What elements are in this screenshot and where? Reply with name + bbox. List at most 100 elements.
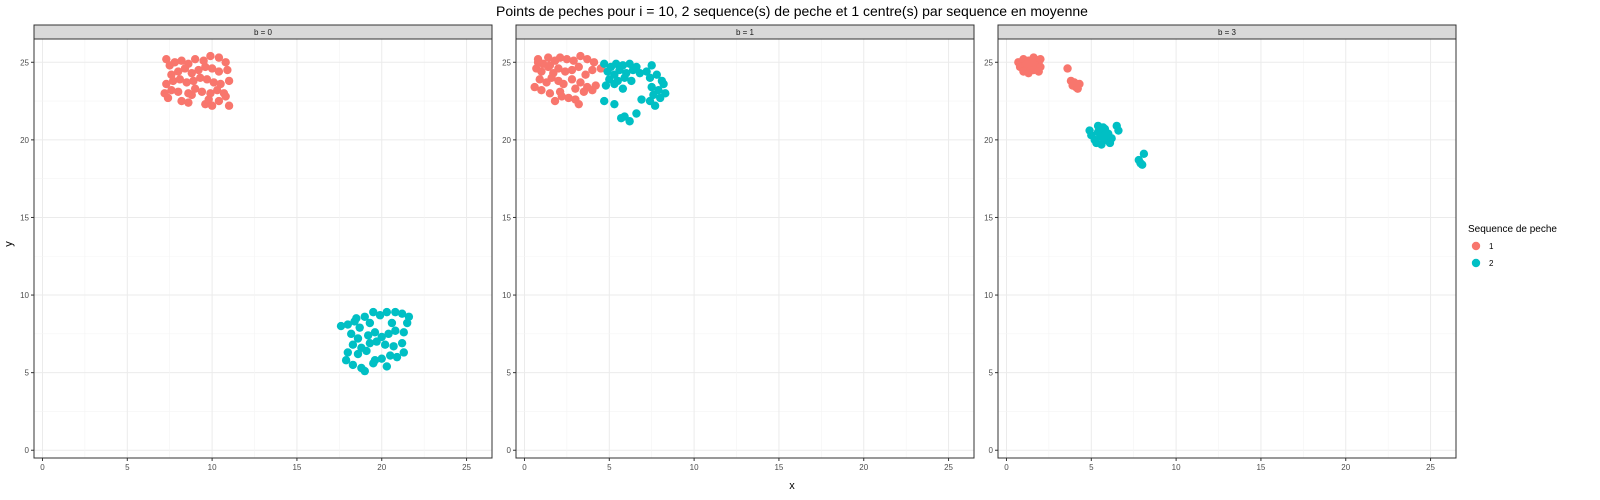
y-tick-label: 5: [25, 369, 30, 378]
point-series-1: [1070, 78, 1079, 87]
legend-key-1: [1471, 241, 1481, 251]
point-series-2: [600, 96, 609, 106]
point-series-2: [347, 329, 356, 339]
legend-title: Sequence de peche: [1468, 224, 1557, 235]
panel-border: [515, 38, 975, 459]
point-series-1: [214, 96, 224, 106]
point-series-1: [537, 67, 546, 76]
point-series-2: [1114, 126, 1123, 135]
point-series-2: [652, 70, 661, 79]
y-tick-label: 15: [20, 213, 29, 222]
panel-background: [34, 39, 492, 458]
point-series-2: [603, 67, 612, 76]
point-series-2: [628, 65, 638, 75]
point-series-2: [397, 338, 407, 348]
point-series-1: [177, 56, 186, 65]
y-tick-label: 25: [20, 58, 29, 67]
point-series-1: [170, 58, 179, 67]
y-tick-label: 5: [507, 369, 512, 378]
point-series-2: [384, 329, 393, 339]
point-series-1: [1034, 67, 1043, 76]
point-series-1: [175, 75, 185, 84]
facet-strip-label: b = 3: [1218, 28, 1237, 37]
point-series-1: [588, 86, 597, 95]
point-series-1: [223, 65, 232, 75]
point-series-1: [214, 53, 224, 62]
point-series-1: [583, 54, 592, 64]
legend-label-2: 2: [1489, 259, 1494, 268]
point-series-1: [168, 76, 178, 86]
point-series-1: [187, 90, 196, 100]
point-series-2: [610, 79, 619, 89]
x-tick-label: 0: [522, 463, 527, 472]
point-series-2: [353, 334, 363, 343]
point-series-2: [647, 82, 656, 92]
y-tick-label: 0: [507, 446, 512, 455]
point-series-2: [600, 59, 609, 69]
point-series-2: [399, 348, 408, 357]
point-series-2: [365, 318, 375, 328]
point-series-2: [362, 346, 371, 356]
point-series-2: [389, 342, 398, 351]
point-series-1: [547, 73, 556, 82]
gridlines: [516, 39, 974, 458]
point-series-1: [1073, 84, 1082, 93]
facet-strip-label: b = 1: [736, 28, 755, 37]
point-series-2: [392, 352, 402, 362]
point-series-2: [341, 356, 351, 365]
point-series-2: [1139, 149, 1149, 159]
panel-border: [33, 38, 493, 459]
point-series-2: [645, 96, 655, 106]
point-series-2: [632, 109, 641, 118]
point-series-2: [386, 351, 395, 360]
point-series-2: [627, 76, 636, 86]
point-series-1: [562, 54, 572, 64]
y-tick-label: 20: [502, 136, 511, 145]
point-series-1: [207, 64, 217, 73]
panel-border: [997, 38, 1457, 459]
point-series-2: [601, 81, 611, 90]
point-series-1: [224, 76, 234, 86]
x-tick-label: 0: [40, 463, 45, 472]
point-series-1: [560, 67, 570, 76]
point-series-1: [576, 78, 585, 87]
point-series-1: [206, 51, 215, 61]
facet-panel-1: b = 1 0 5 10 15 20 25 0 5 10 15 20 25: [502, 24, 975, 472]
point-series-2: [647, 61, 656, 70]
y-tick-label: 25: [502, 58, 511, 67]
axis-ticks: 0 5 10 15 20 25 0 5 10 15 20 25: [20, 58, 471, 472]
point-series-2: [1100, 131, 1110, 140]
point-series-2: [618, 84, 628, 93]
y-tick-label: 20: [20, 136, 29, 145]
point-series-2: [365, 338, 375, 348]
legend: Sequence de peche 12: [1468, 224, 1557, 268]
x-tick-label: 0: [1004, 463, 1009, 472]
x-tick-label: 5: [1089, 463, 1094, 472]
point-series-1: [567, 75, 577, 84]
point-series-1: [184, 98, 193, 107]
point-series-2: [369, 359, 378, 368]
facet-panels: b = 0 0 5 10 15 20 25 0 5 10 15 20 25 b = 1 0 5 10 15 20 25…: [20, 24, 1457, 472]
point-series-1: [221, 58, 230, 67]
points: [160, 51, 414, 376]
x-tick-label: 10: [208, 463, 217, 472]
point-series-2: [343, 348, 353, 357]
axis-ticks: 0 5 10 15 20 25 0 5 10 15 20 25: [984, 58, 1435, 472]
point-series-2: [402, 318, 412, 328]
point-series-2: [659, 79, 668, 89]
y-axis-title: y: [3, 241, 15, 247]
point-series-1: [557, 92, 566, 101]
x-tick-label: 25: [1426, 463, 1435, 472]
point-series-1: [574, 99, 583, 109]
point-series-1: [224, 101, 234, 110]
point-series-1: [579, 87, 589, 96]
point-series-1: [545, 61, 555, 70]
point-series-1: [202, 75, 212, 84]
point-series-1: [1036, 54, 1045, 64]
panel-background: [998, 39, 1456, 458]
x-tick-label: 25: [944, 463, 953, 472]
point-series-2: [635, 68, 645, 78]
point-series-1: [190, 84, 200, 93]
point-series-1: [187, 68, 196, 78]
